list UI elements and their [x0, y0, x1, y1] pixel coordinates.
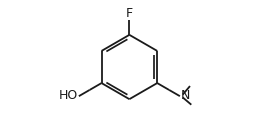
Text: F: F — [126, 7, 133, 20]
Text: N: N — [181, 89, 190, 102]
Text: HO: HO — [58, 89, 78, 102]
